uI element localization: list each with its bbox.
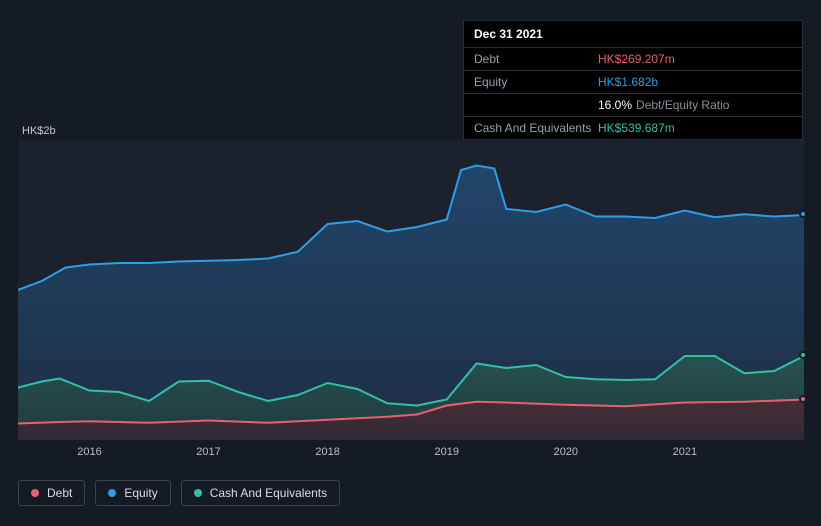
legend-dot-icon: [194, 489, 202, 497]
legend-dot-icon: [31, 489, 39, 497]
tooltip-row: EquityHK$1.682b: [464, 70, 802, 93]
x-axis-tick: 2018: [315, 446, 339, 458]
tooltip-row: Cash And EquivalentsHK$539.687m: [464, 116, 802, 139]
legend-dot-icon: [108, 489, 116, 497]
legend-item-equity[interactable]: Equity: [95, 480, 170, 506]
y-axis-label-max: HK$2b: [22, 125, 56, 137]
tooltip-row-label: Equity: [474, 75, 598, 89]
legend-item-cash-and-equivalents[interactable]: Cash And Equivalents: [181, 480, 340, 506]
tooltip-row-value: HK$539.687m: [598, 121, 675, 135]
legend-item-label: Debt: [47, 486, 72, 500]
tooltip-row-label: Debt: [474, 52, 598, 66]
tooltip-row-label: [474, 98, 598, 112]
x-axis-tick: 2020: [554, 446, 578, 458]
tooltip-row-value: 16.0%: [598, 98, 632, 112]
x-axis-tick: 2016: [77, 446, 101, 458]
legend-item-label: Cash And Equivalents: [210, 486, 327, 500]
tooltip-row-value: HK$1.682b: [598, 75, 658, 89]
tooltip-row-value: HK$269.207m: [598, 52, 675, 66]
end-marker-equity: [799, 210, 807, 218]
chart-legend: Debt Equity Cash And Equivalents: [18, 480, 340, 506]
tooltip-row: 16.0% Debt/Equity Ratio: [464, 93, 802, 116]
x-axis-tick: 2019: [434, 446, 458, 458]
tooltip-row: DebtHK$269.207m: [464, 47, 802, 70]
x-axis-tick: 2017: [196, 446, 220, 458]
tooltip-row-extra: Debt/Equity Ratio: [636, 98, 729, 112]
tooltip-date: Dec 31 2021: [464, 21, 802, 47]
area-chart[interactable]: [18, 140, 804, 440]
x-axis: 2016 2017 2018 2019 2020 2021: [18, 446, 804, 462]
chart-tooltip: Dec 31 2021 DebtHK$269.207mEquityHK$1.68…: [463, 20, 803, 140]
end-marker-debt: [799, 395, 807, 403]
legend-item-label: Equity: [124, 486, 157, 500]
end-marker-cash-and-equivalents: [799, 351, 807, 359]
tooltip-row-label: Cash And Equivalents: [474, 121, 598, 135]
legend-item-debt[interactable]: Debt: [18, 480, 85, 506]
x-axis-tick: 2021: [673, 446, 697, 458]
